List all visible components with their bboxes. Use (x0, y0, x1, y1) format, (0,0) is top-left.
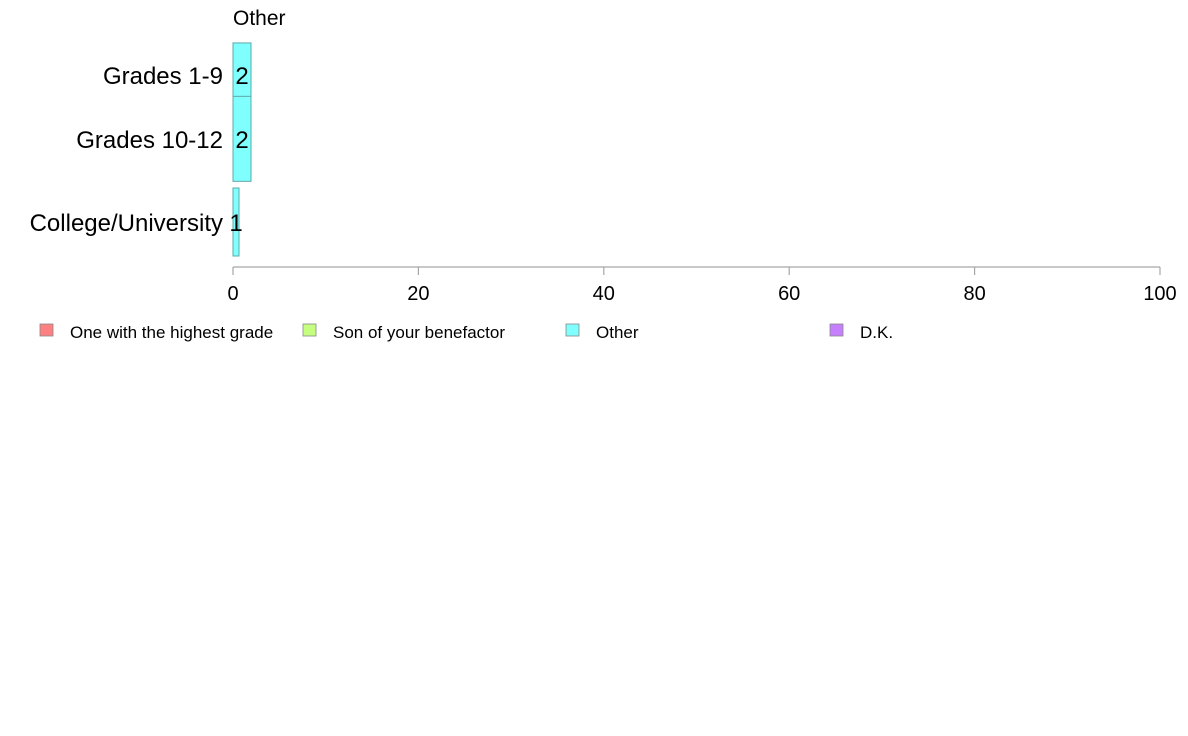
legend-label: D.K. (860, 323, 893, 342)
bar-grades-10-12 (232, 95, 252, 182)
panel-title: Other (233, 7, 286, 30)
legend-swatch (302, 323, 317, 337)
legend-label: Other (596, 323, 639, 342)
bar-college-university (232, 187, 240, 257)
legend-label: One with the highest grade (70, 323, 273, 342)
x-tick-label: 0 (227, 283, 238, 305)
x-tick-label: 20 (407, 283, 429, 305)
x-tick-label: 60 (778, 283, 800, 305)
data-label: 2 (235, 63, 248, 90)
legend-swatch (829, 323, 844, 337)
category-label: College/University (30, 210, 223, 237)
x-tick-label: 80 (963, 283, 985, 305)
category-label: Grades 10-12 (76, 127, 223, 154)
x-tick-label: 100 (1143, 283, 1176, 305)
category-label: Grades 1-9 (103, 63, 223, 90)
data-label: 2 (235, 127, 248, 154)
x-axis: 0 20 40 60 80 100 (227, 266, 1177, 305)
legend-swatch (39, 323, 54, 337)
legend-swatch (565, 323, 580, 337)
legend-label: Son of your benefactor (333, 323, 505, 342)
plot-area: Grades 1-9 2 Grades 10-12 2 College/Universi… (30, 42, 252, 257)
data-label: 1 (229, 210, 242, 237)
x-tick-label: 40 (593, 283, 615, 305)
legend: One with the highest grade Son of your be… (39, 323, 893, 342)
